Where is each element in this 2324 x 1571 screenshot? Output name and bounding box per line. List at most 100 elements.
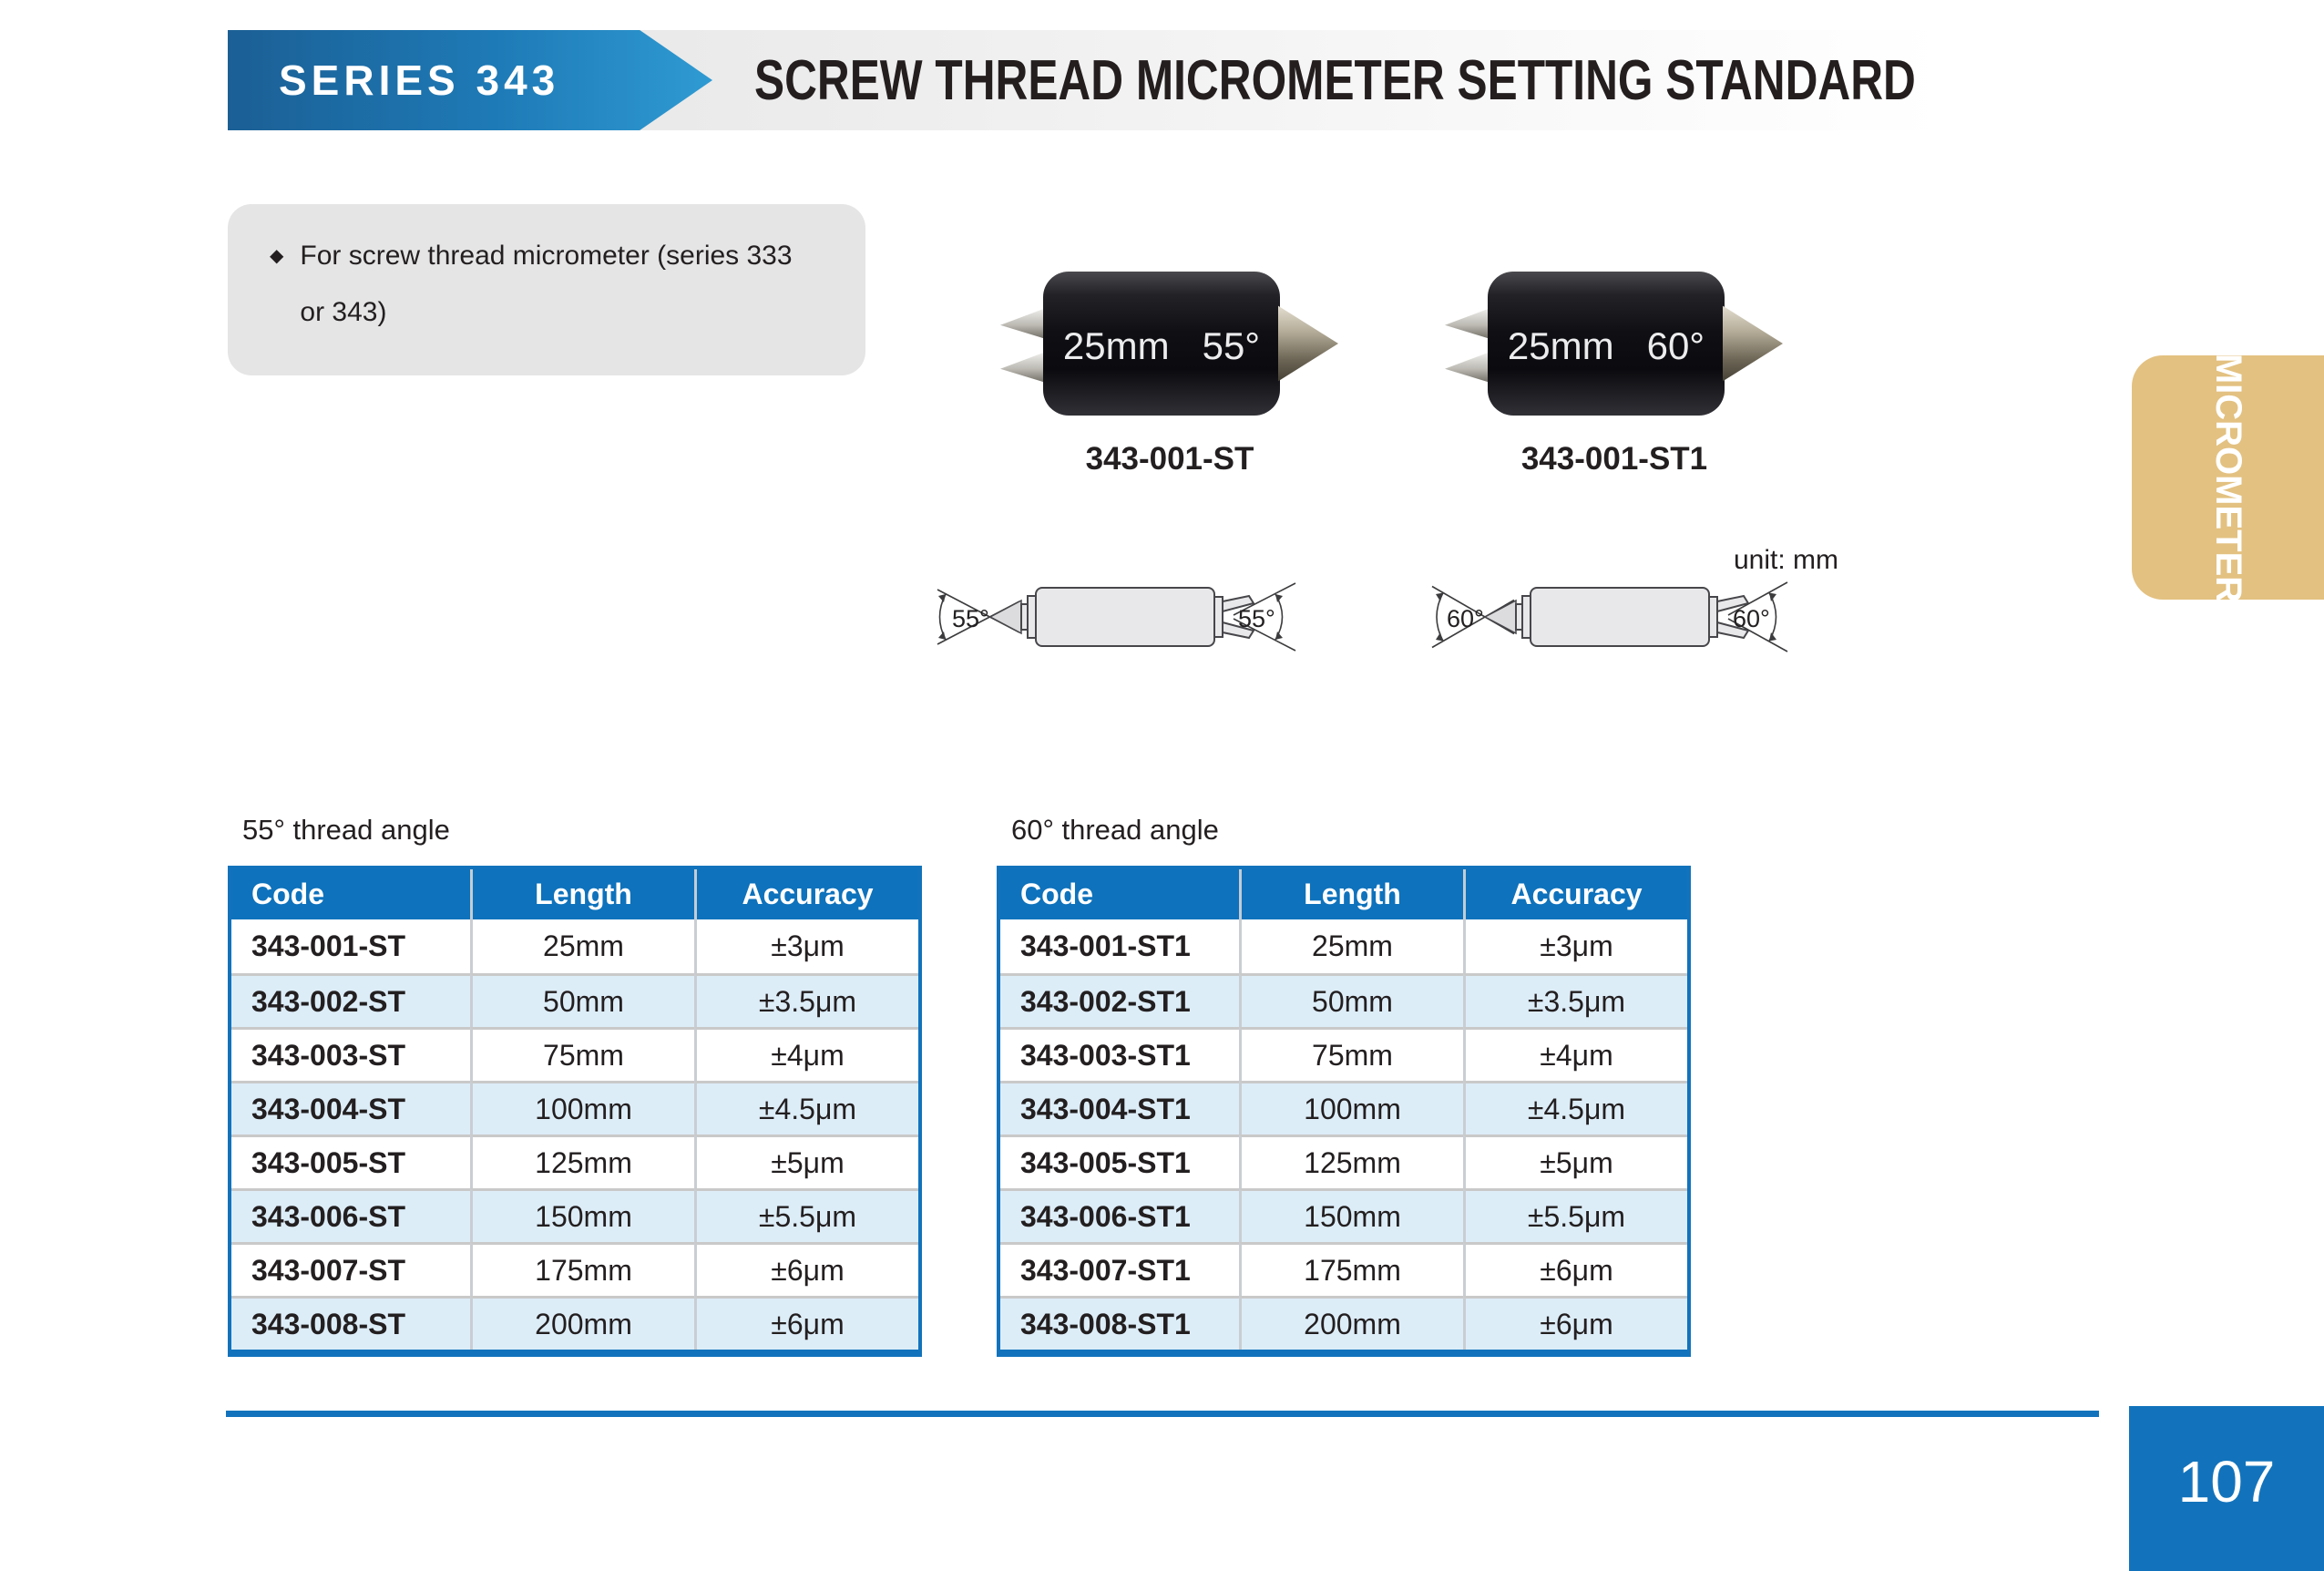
accuracy-cell: ±4μm bbox=[694, 1027, 918, 1081]
angle-label: 55° bbox=[952, 605, 989, 632]
table-row: 343-003-ST1 75mm ±4μm bbox=[1000, 1027, 1687, 1081]
cone-tip-icon bbox=[1278, 305, 1338, 382]
accuracy-cell: ±5.5μm bbox=[694, 1188, 918, 1242]
table-header-row: Code Length Accuracy bbox=[1000, 869, 1687, 919]
table-section-label-60: 60° thread angle bbox=[1011, 814, 1219, 846]
standard-angle-label: 60° bbox=[1646, 324, 1705, 367]
code-cell: 343-003-ST bbox=[231, 1027, 470, 1081]
table-row: 343-004-ST1 100mm ±4.5μm bbox=[1000, 1081, 1687, 1135]
accuracy-cell: ±3μm bbox=[694, 919, 918, 973]
table-row: 343-001-ST 25mm ±3μm bbox=[231, 919, 918, 973]
column-header-length: Length bbox=[1239, 869, 1463, 919]
length-cell: 175mm bbox=[1239, 1242, 1463, 1296]
unit-note: unit: mm bbox=[1734, 545, 1839, 575]
standard-angle-label: 55° bbox=[1202, 324, 1261, 367]
code-cell: 343-005-ST bbox=[231, 1135, 470, 1188]
right-angle-lines bbox=[1233, 582, 1296, 652]
column-header-accuracy: Accuracy bbox=[1463, 869, 1687, 919]
accuracy-cell: ±4.5μm bbox=[694, 1081, 918, 1135]
table-row: 343-006-ST 150mm ±5.5μm bbox=[231, 1188, 918, 1242]
code-cell: 343-004-ST1 bbox=[1000, 1081, 1239, 1135]
length-cell: 50mm bbox=[470, 973, 694, 1027]
angle-label: 60° bbox=[1733, 605, 1770, 632]
standard-size-label: 25mm bbox=[1062, 324, 1170, 367]
code-cell: 343-001-ST1 bbox=[1020, 929, 1191, 962]
table-row: 343-008-ST1 200mm ±6μm bbox=[1000, 1296, 1687, 1350]
accuracy-cell: ±6μm bbox=[694, 1242, 918, 1296]
angle-label: 60° bbox=[1447, 605, 1484, 632]
accuracy-cell: ±5μm bbox=[694, 1135, 918, 1188]
length-cell: 100mm bbox=[1239, 1081, 1463, 1135]
length-cell: 100mm bbox=[470, 1081, 694, 1135]
code-cell: 343-008-ST1 bbox=[1000, 1296, 1239, 1350]
code-cell: 343-003-ST1 bbox=[1000, 1027, 1239, 1081]
table-row: 343-007-ST 175mm ±6μm bbox=[231, 1242, 918, 1296]
length-cell: 50mm bbox=[1239, 973, 1463, 1027]
length-cell: 75mm bbox=[1239, 1027, 1463, 1081]
accuracy-cell: ±3.5μm bbox=[694, 973, 918, 1027]
column-header-length: Length bbox=[470, 869, 694, 919]
accuracy-cell: ±6μm bbox=[1463, 1296, 1687, 1350]
length-cell: 25mm bbox=[1239, 919, 1463, 973]
length-cell: 125mm bbox=[470, 1135, 694, 1188]
accuracy-cell: ±5.5μm bbox=[1463, 1188, 1687, 1242]
cone-tip-icon bbox=[1723, 305, 1783, 382]
table-row: 343-007-ST1 175mm ±6μm bbox=[1000, 1242, 1687, 1296]
table-header-row: Code Length Accuracy bbox=[231, 869, 918, 919]
right-angle-lines bbox=[1727, 581, 1788, 652]
anvil-prong-icon bbox=[1445, 352, 1490, 383]
code-cell: 343-004-ST bbox=[231, 1081, 470, 1135]
standard-outline bbox=[1483, 587, 1750, 647]
angle-label: 55° bbox=[1238, 605, 1275, 632]
chapter-side-tab: MICROMETER bbox=[2132, 355, 2324, 600]
accuracy-cell: ±4.5μm bbox=[1463, 1081, 1687, 1135]
standard-body-60: 25mm 60° bbox=[1488, 272, 1725, 416]
code-cell: 343-002-ST bbox=[231, 973, 470, 1027]
length-cell: 175mm bbox=[470, 1242, 694, 1296]
technical-drawing-55: 55° 55° bbox=[937, 582, 1296, 652]
page-number-box: 107 bbox=[2129, 1406, 2324, 1571]
column-header-accuracy: Accuracy bbox=[694, 869, 918, 919]
footer-rule bbox=[226, 1411, 2099, 1417]
spec-table-55: Code Length Accuracy 343-001-ST 25mm ±3μm … bbox=[228, 866, 922, 1357]
product-photo-60: 25mm 60° bbox=[1445, 272, 1784, 416]
table-row: 343-008-ST 200mm ±6μm bbox=[231, 1296, 918, 1350]
series-banner: SERIES 343 bbox=[228, 30, 712, 130]
table-row: 343-001-ST1 25mm ±3μm bbox=[1000, 919, 1687, 973]
page-title: SCREW THREAD MICROMETER SETTING STANDARD bbox=[754, 48, 1916, 112]
series-label: SERIES 343 bbox=[279, 56, 560, 104]
accuracy-cell: ±4μm bbox=[1463, 1027, 1687, 1081]
table-row: 343-003-ST 75mm ±4μm bbox=[231, 1027, 918, 1081]
accuracy-cell: ±6μm bbox=[1463, 1242, 1687, 1296]
code-cell: 343-006-ST bbox=[231, 1188, 470, 1242]
table-row: 343-002-ST1 50mm ±3.5μm bbox=[1000, 973, 1687, 1027]
standard-outline bbox=[988, 587, 1255, 647]
chapter-side-tab-label: MICROMETER bbox=[2208, 355, 2249, 600]
length-cell: 200mm bbox=[470, 1296, 694, 1350]
anvil-prong-icon bbox=[1000, 352, 1046, 383]
table-row: 343-004-ST 100mm ±4.5μm bbox=[231, 1081, 918, 1135]
column-header-code: Code bbox=[231, 869, 470, 919]
spec-table-60: Code Length Accuracy 343-001-ST1 25mm ±3μm… bbox=[997, 866, 1691, 1357]
accuracy-cell: ±5μm bbox=[1463, 1135, 1687, 1188]
feature-note-line2: or 343) bbox=[300, 297, 387, 327]
anvil-prong-icon bbox=[1445, 308, 1490, 339]
technical-drawing-60: 60° 60° bbox=[1431, 581, 1788, 652]
accuracy-cell: ±6μm bbox=[694, 1296, 918, 1350]
standard-body-55: 25mm 55° bbox=[1043, 272, 1280, 416]
page-number: 107 bbox=[2177, 1449, 2276, 1515]
length-cell: 25mm bbox=[470, 919, 694, 973]
code-cell: 343-008-ST bbox=[231, 1296, 470, 1350]
length-cell: 75mm bbox=[470, 1027, 694, 1081]
accuracy-cell: ±3.5μm bbox=[1463, 973, 1687, 1027]
anvil-prong-icon bbox=[1000, 308, 1046, 339]
length-cell: 200mm bbox=[1239, 1296, 1463, 1350]
length-cell: 125mm bbox=[1239, 1135, 1463, 1188]
standard-size-label: 25mm bbox=[1507, 324, 1614, 367]
code-cell: 343-006-ST1 bbox=[1000, 1188, 1239, 1242]
table-row: 343-005-ST1 125mm ±5μm bbox=[1000, 1135, 1687, 1188]
feature-note-row: ◆ For screw thread micrometer (series 33… bbox=[270, 228, 834, 341]
product-code-caption: 343-001-ST bbox=[1085, 441, 1254, 477]
code-cell: 343-007-ST1 bbox=[1000, 1242, 1239, 1296]
